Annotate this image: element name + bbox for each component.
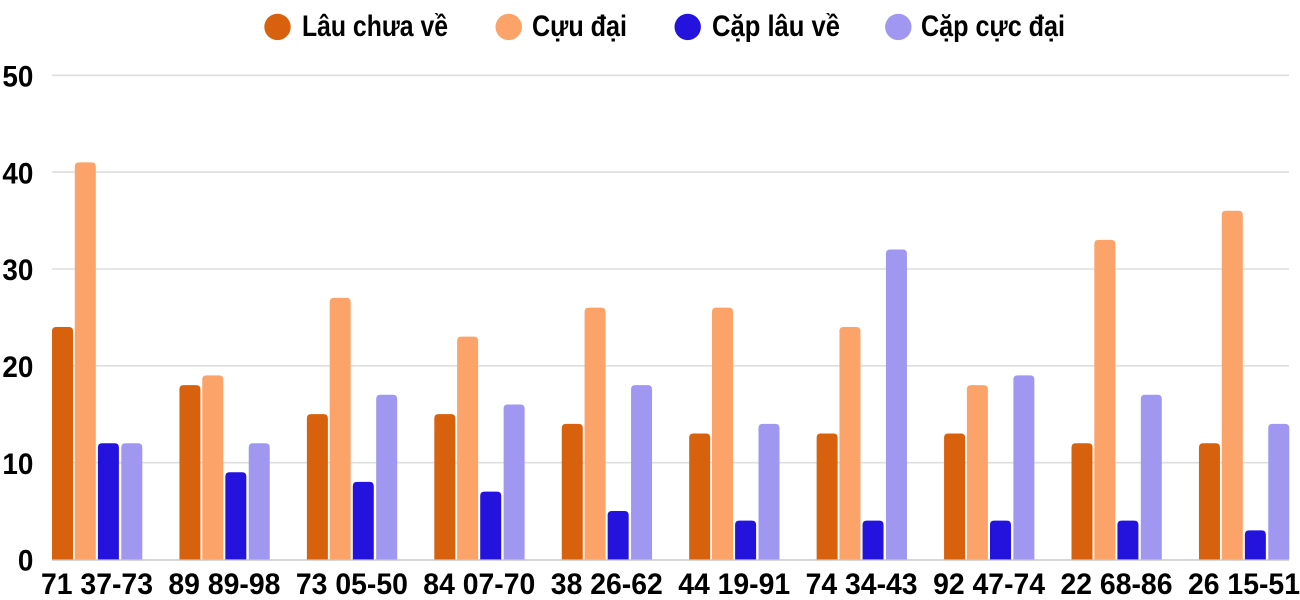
svg-text:50: 50	[2, 61, 33, 94]
svg-text:38 26-62: 38 26-62	[551, 568, 663, 600]
svg-text:44 19-91: 44 19-91	[678, 568, 790, 600]
svg-text:26 15-51: 26 15-51	[1188, 568, 1300, 600]
svg-text:Lâu chưa về: Lâu chưa về	[302, 10, 448, 43]
svg-text:73 05-50: 73 05-50	[296, 568, 408, 600]
svg-text:20: 20	[2, 351, 33, 384]
svg-text:74 34-43: 74 34-43	[806, 568, 918, 600]
svg-text:89 89-98: 89 89-98	[168, 568, 280, 600]
svg-text:0: 0	[18, 545, 34, 578]
svg-text:84 07-70: 84 07-70	[423, 568, 535, 600]
svg-text:40: 40	[2, 157, 33, 190]
svg-text:Cặp cực đại: Cặp cực đại	[921, 10, 1065, 43]
svg-text:71 37-73: 71 37-73	[41, 568, 153, 600]
svg-text:Cặp lâu về: Cặp lâu về	[712, 10, 840, 43]
svg-text:10: 10	[2, 448, 33, 481]
svg-text:30: 30	[2, 254, 33, 287]
svg-text:Cựu đại: Cựu đại	[532, 10, 627, 43]
svg-text:92 47-74: 92 47-74	[933, 568, 1046, 600]
svg-text:22 68-86: 22 68-86	[1061, 568, 1173, 600]
